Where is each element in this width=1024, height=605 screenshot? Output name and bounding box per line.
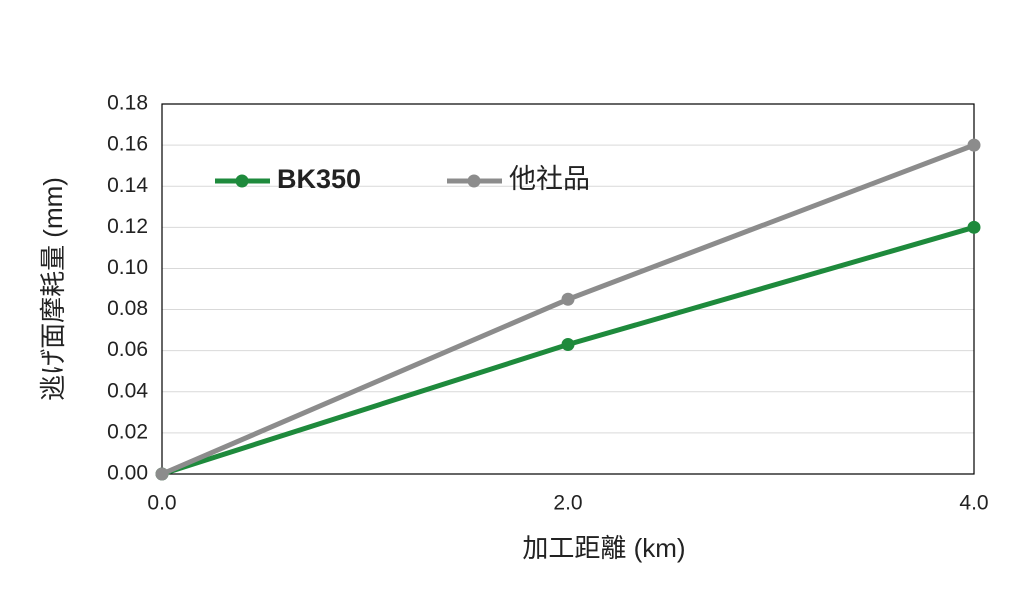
y-tick-label: 0.06	[107, 338, 148, 361]
y-tick-label: 0.18	[107, 92, 148, 115]
y-tick-label: 0.02	[107, 420, 148, 443]
legend-marker	[235, 174, 249, 188]
y-tick-label: 0.00	[107, 462, 148, 485]
y-tick-label: 0.12	[107, 215, 148, 238]
point	[155, 467, 169, 481]
x-tick-label: 4.0	[959, 492, 988, 515]
y-tick-label: 0.10	[107, 256, 148, 279]
x-tick-label: 0.0	[147, 492, 176, 515]
point	[561, 338, 575, 351]
x-axis-label: 加工距離 (km)	[522, 533, 685, 563]
legend-text: 他社品	[509, 164, 590, 194]
point	[967, 138, 981, 152]
y-tick-label: 0.08	[107, 297, 148, 320]
legend-text: BK350	[277, 164, 361, 194]
y-tick-label: 0.16	[107, 133, 148, 156]
legend-marker	[467, 174, 481, 188]
y-axis-label: 逃げ面摩耗量 (mm)	[38, 177, 68, 401]
x-tick-label: 2.0	[553, 492, 582, 515]
y-tick-label: 0.14	[107, 174, 148, 197]
plot-frame	[161, 103, 975, 475]
y-tick-label: 0.04	[107, 379, 148, 402]
point	[967, 220, 981, 234]
point	[561, 292, 575, 306]
